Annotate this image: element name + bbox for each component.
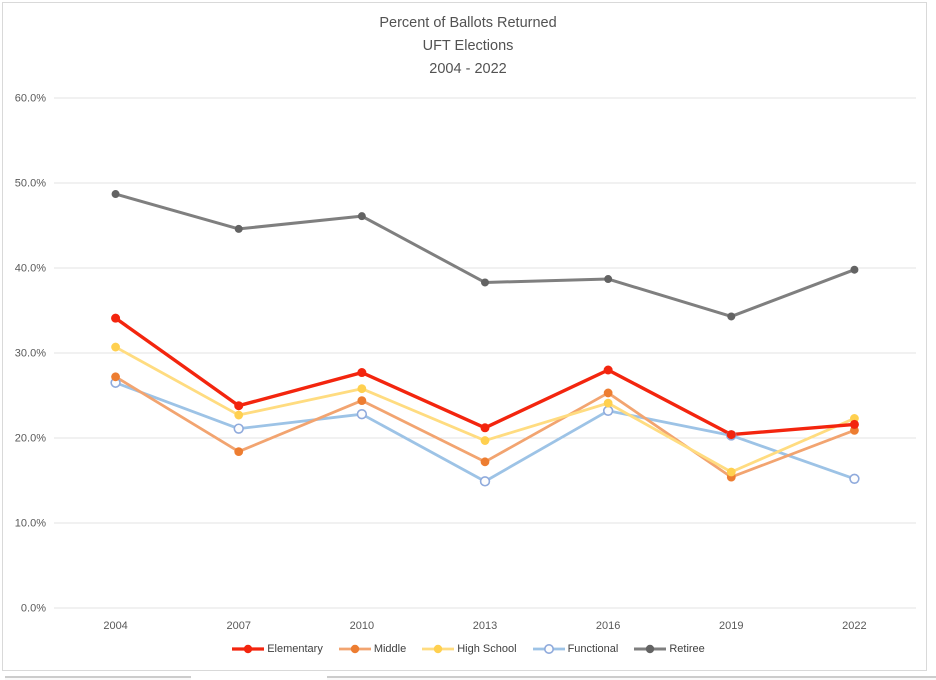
y-tick-label: 10.0% xyxy=(15,518,46,530)
marker-elementary xyxy=(849,419,859,429)
marker-elementary xyxy=(726,430,736,440)
y-tick-label: 50.0% xyxy=(15,178,46,190)
series-line-high-school xyxy=(114,345,856,474)
series-line-elementary xyxy=(113,316,857,437)
marker-elementary xyxy=(357,368,367,378)
legend-item-label: Functional xyxy=(567,643,619,655)
x-axis-label: 2013 xyxy=(473,620,497,632)
y-tick-label: 60.0% xyxy=(15,93,46,105)
y-tick-label: 20.0% xyxy=(15,433,46,445)
x-axis-label: 2004 xyxy=(103,620,127,632)
legend-item-label: High School xyxy=(457,643,517,655)
window-fragment-right xyxy=(327,676,936,680)
legend-swatch-icon xyxy=(338,644,371,654)
marker-elementary xyxy=(234,401,244,411)
marker-functional xyxy=(602,405,614,416)
legend-swatch-icon xyxy=(532,644,565,654)
marker-high-school xyxy=(726,467,736,477)
marker-middle xyxy=(603,388,613,398)
window-fragment-left xyxy=(5,676,191,680)
marker-elementary xyxy=(111,313,121,323)
legend-item-high-school: High School xyxy=(421,643,517,655)
marker-retiree xyxy=(850,265,859,274)
chart-legend: Elementary Middle High School Functional Ret… xyxy=(0,643,936,655)
legend-swatch-icon xyxy=(634,644,667,654)
marker-middle xyxy=(480,457,490,467)
marker-retiree xyxy=(357,212,366,221)
x-axis-label: 2010 xyxy=(350,620,374,632)
legend-item-label: Retiree xyxy=(669,643,705,655)
legend-swatch-icon xyxy=(422,644,455,654)
marker-functional xyxy=(849,473,860,484)
marker-retiree xyxy=(727,312,736,321)
legend-item-functional: Functional xyxy=(532,643,619,655)
y-tick-label: 0.0% xyxy=(21,603,46,615)
marker-retiree xyxy=(604,275,613,284)
x-axis-label: 2019 xyxy=(719,620,743,632)
chart-title-line-2: UFT Elections xyxy=(422,38,514,54)
chart-title-line-3: 2004 - 2022 xyxy=(429,61,507,77)
legend-item-retiree: Retiree xyxy=(633,643,705,655)
marker-high-school xyxy=(603,398,613,408)
legend-item-label: Elementary xyxy=(267,643,323,655)
y-tick-label: 30.0% xyxy=(15,348,46,360)
legend-item-elementary: Elementary xyxy=(231,643,323,655)
marker-elementary xyxy=(603,365,613,375)
chart-frame xyxy=(2,2,927,671)
marker-retiree xyxy=(111,190,120,199)
marker-high-school xyxy=(480,436,490,445)
marker-elementary xyxy=(480,423,490,433)
legend-swatch-icon xyxy=(232,644,265,654)
marker-functional xyxy=(233,423,244,434)
chart-title: Percent of Ballots Returned UFT Election… xyxy=(0,12,936,81)
marker-high-school xyxy=(357,384,367,394)
marker-functional xyxy=(479,476,491,487)
series-line-retiree xyxy=(114,192,856,318)
marker-retiree xyxy=(481,278,489,287)
marker-middle xyxy=(234,447,244,456)
marker-middle xyxy=(111,372,120,382)
marker-retiree xyxy=(234,224,243,233)
legend-item-label: Middle xyxy=(373,643,407,655)
marker-functional xyxy=(356,409,368,420)
legend-item-middle: Middle xyxy=(338,643,406,655)
x-axis-label: 2007 xyxy=(226,620,250,632)
marker-high-school xyxy=(111,342,120,352)
marker-high-school xyxy=(234,410,244,420)
marker-middle xyxy=(357,396,367,405)
y-tick-label: 40.0% xyxy=(15,263,46,275)
chart-title-line-1: Percent of Ballots Returned xyxy=(379,15,557,31)
x-axis-label: 2016 xyxy=(596,620,620,632)
x-axis-label: 2022 xyxy=(842,620,866,632)
